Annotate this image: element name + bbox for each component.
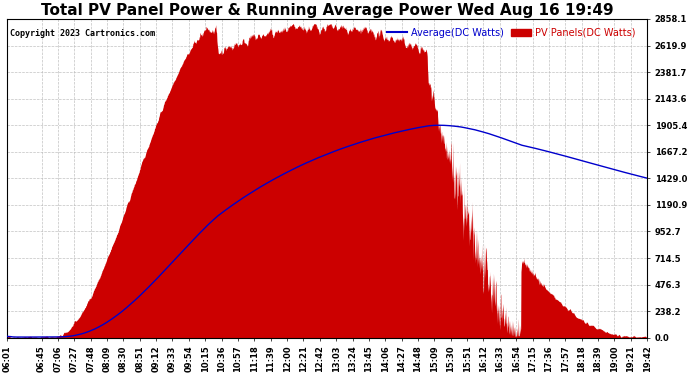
Text: Copyright 2023 Cartronics.com: Copyright 2023 Cartronics.com — [10, 28, 155, 38]
Legend: Average(DC Watts), PV Panels(DC Watts): Average(DC Watts), PV Panels(DC Watts) — [384, 24, 639, 42]
Title: Total PV Panel Power & Running Average Power Wed Aug 16 19:49: Total PV Panel Power & Running Average P… — [41, 3, 613, 18]
